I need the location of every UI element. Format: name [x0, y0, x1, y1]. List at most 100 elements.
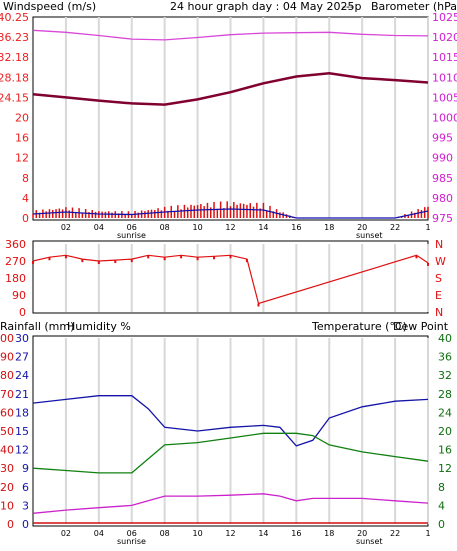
rainfall-axis-tick: 70 [0, 388, 14, 401]
compass-axis-tick: E [435, 289, 442, 302]
baro-axis-tick: 1025 [432, 11, 457, 24]
humidity-axis-tick: 24 [15, 369, 29, 382]
wind-axis-tick: 36.23 [0, 31, 29, 44]
x-tick-label-top: 04 [94, 223, 104, 232]
rainfall-axis-tick: 20 [0, 481, 14, 494]
compass-axis-tick: S [435, 272, 442, 285]
wind-axis-tick: 20 [15, 112, 29, 125]
bottom-chart-series [32, 395, 429, 524]
humidity-axis-tick: 15 [15, 425, 29, 438]
rainfall-axis-tick: 80 [0, 369, 14, 382]
sunrise-label-top: sunrise [117, 231, 146, 240]
direction-axis-tick: 90 [12, 289, 26, 302]
rainfall-axis-tick: 30 [0, 462, 14, 475]
axis-labels: 0202040406060808101012121414161618182020… [0, 11, 457, 538]
graph-title: 24 hour graph day : 04 May 2025p [170, 0, 362, 13]
compass-axis-tick: N [435, 306, 443, 319]
x-tick-label-top: 22 [390, 223, 400, 232]
humidity-axis-tick: 21 [15, 388, 29, 401]
humidity-line [32, 395, 429, 447]
temperature-axis-tick: 24 [438, 406, 452, 419]
temperature-axis-tick: 12 [438, 462, 452, 475]
dewpoint-title: Dew Point [393, 320, 449, 333]
temperature-axis-tick: 8 [438, 481, 445, 494]
x-tick-label-bottom: 22 [390, 529, 400, 538]
wind-axis-tick: 12 [15, 152, 29, 165]
humidity-axis-tick: 3 [22, 499, 29, 512]
compass-axis-tick: W [435, 255, 446, 268]
baro-axis-tick: 985 [432, 172, 453, 185]
temperature-axis-tick: 36 [438, 351, 452, 364]
wind-axis-tick: 28.18 [0, 71, 29, 84]
temperature-axis-tick: 20 [438, 425, 452, 438]
baro-axis-tick: 1020 [432, 31, 457, 44]
rainfall-title: Rainfall (mm) [0, 320, 74, 333]
sunset-label-bottom: sunset [356, 537, 383, 546]
humidity-axis-tick: 27 [15, 351, 29, 364]
humidity-axis-tick: 6 [22, 481, 29, 494]
baro-axis-tick: 980 [432, 192, 453, 205]
rainfall-axis-tick: 10 [0, 499, 14, 512]
x-tick-label-bottom: 1 [425, 529, 430, 538]
x-tick-label-top: 02 [61, 223, 71, 232]
direction-axis-tick: 360 [5, 238, 26, 251]
grid-lines [64, 17, 429, 524]
humidity-axis-tick: 12 [15, 444, 29, 457]
temperature-trend-line [32, 72, 429, 106]
humidity-axis-tick: 9 [22, 462, 29, 475]
baro-axis-tick: 975 [432, 212, 453, 225]
rainfall-axis-tick: 100 [0, 332, 14, 345]
x-tick-label-top: 16 [291, 223, 301, 232]
direction-axis-tick: 180 [5, 272, 26, 285]
x-tick-label-top: 20 [357, 223, 367, 232]
rainfall-axis-tick: 50 [0, 425, 14, 438]
baro-axis-tick: 995 [432, 132, 453, 145]
x-tick-label-bottom: 02 [61, 529, 71, 538]
temperature-title: Temperature (°C) [311, 320, 407, 333]
direction-axis-tick: 270 [5, 255, 26, 268]
x-tick-label-top: 08 [160, 223, 170, 232]
rainfall-axis-tick: 0 [7, 518, 14, 531]
baro-axis-tick: 1005 [432, 91, 457, 104]
direction-axis-tick: 0 [19, 306, 26, 319]
x-tick-label-bottom: 14 [258, 529, 268, 538]
barometer-line [32, 29, 429, 41]
sunset-label-top: sunset [356, 231, 383, 240]
temperature-axis-tick: 32 [438, 369, 452, 382]
humidity-axis-tick: 30 [15, 332, 29, 345]
wind-axis-tick: 0 [22, 212, 29, 225]
x-tick-label-top: 06 [127, 223, 137, 232]
compass-axis-tick: N [435, 238, 443, 251]
x-tick-label-bottom: 08 [160, 529, 170, 538]
barometer-title: Barometer (hPa) [371, 0, 457, 13]
top-chart-series [32, 29, 429, 219]
temperature-axis-tick: 16 [438, 444, 452, 457]
baro-axis-tick: 1000 [432, 112, 457, 125]
rainfall-axis-tick: 60 [0, 406, 14, 419]
baro-axis-tick: 990 [432, 152, 453, 165]
temperature-axis-tick: 40 [438, 332, 452, 345]
temperature-axis-tick: 4 [438, 499, 445, 512]
temperature-axis-tick: 28 [438, 388, 452, 401]
title-dashes: --- [342, 0, 354, 13]
x-tick-label-top: 10 [192, 223, 202, 232]
wind-direction-line [32, 254, 429, 305]
sunrise-label-bottom: sunrise [117, 537, 146, 546]
temperature-axis-tick: 0 [438, 518, 445, 531]
humidity-axis-tick: 18 [15, 406, 29, 419]
wind-axis-tick: 40.25 [0, 11, 29, 24]
direction-series [32, 254, 429, 307]
x-tick-label-bottom: 04 [94, 529, 104, 538]
x-tick-label-top: 1 [425, 223, 430, 232]
wind-axis-tick: 8 [22, 172, 29, 185]
x-tick-label-bottom: 16 [291, 529, 301, 538]
x-tick-label-bottom: 20 [357, 529, 367, 538]
x-tick-label-top: 18 [324, 223, 334, 232]
humidity-axis-tick: 0 [22, 518, 29, 531]
windspeed-title: Windspeed (m/s) [3, 0, 96, 13]
x-tick-label-bottom: 12 [225, 529, 235, 538]
wind-axis-tick: 16 [15, 132, 29, 145]
wind-axis-tick: 4 [22, 192, 29, 205]
baro-axis-tick: 1010 [432, 71, 457, 84]
